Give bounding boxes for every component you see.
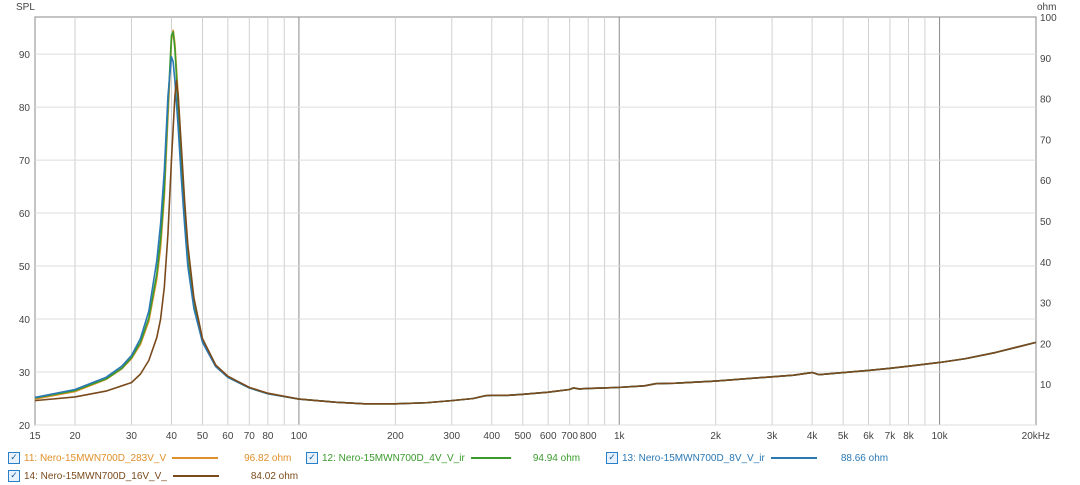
x-tick-label: 7k [885, 431, 897, 442]
y-tick-label: 60 [19, 209, 31, 220]
x-tick-label: 40 [166, 431, 178, 442]
y2-tick-label: 50 [1040, 217, 1052, 228]
y2-tick-label: 90 [1040, 54, 1052, 65]
legend-item-label: 12: Nero-15MWN700D_4V_V_ir [322, 452, 465, 464]
y-tick-label: 50 [19, 262, 31, 273]
y-tick-label: 40 [19, 315, 31, 326]
x-tick-label: 50 [197, 431, 209, 442]
x-tick-label: 100 [291, 431, 308, 442]
legend-item-13[interactable]: ✓ 13: Nero-15MWN700D_8V_V_ir 88.66 ohm [606, 450, 888, 466]
y-tick-label: 70 [19, 156, 31, 167]
x-tick-label: 6k [863, 431, 875, 442]
grid-lines [35, 17, 1036, 426]
x-tick-label: 60 [222, 431, 234, 442]
x-tick-label: 500 [514, 431, 531, 442]
x-tick-label: 3k [767, 431, 779, 442]
x-tick-label: 15 [29, 431, 41, 442]
y-tick-label: 20 [19, 421, 31, 432]
x-tick-label: 400 [483, 431, 500, 442]
y-tick-label: 90 [19, 50, 31, 61]
x-tick-label: 70 [244, 431, 256, 442]
x-tick-label: 20kHz [1022, 431, 1050, 442]
y2-tick-label: 80 [1040, 95, 1052, 106]
x-tick-label: 4k [807, 431, 819, 442]
y2-tick-label: 30 [1040, 299, 1052, 310]
y2-tick-label: 20 [1040, 339, 1052, 350]
legend-item-value: 96.82 ohm [244, 452, 292, 464]
y-tick-label: 80 [19, 103, 31, 114]
legend-line-swatch [172, 475, 219, 477]
legend-item-11[interactable]: ✓ 11: Nero-15MWN700D_283V_V 96.82 ohm [8, 450, 291, 466]
legend-item-label: 13: Nero-15MWN700D_8V_V_ir [622, 452, 765, 464]
checkbox-icon[interactable]: ✓ [606, 452, 618, 464]
y2-tick-label: 10 [1040, 380, 1052, 391]
x-tick-label: 800 [580, 431, 597, 442]
checkbox-icon[interactable]: ✓ [8, 470, 20, 482]
x-tick-label: 600 [540, 431, 557, 442]
legend: ✓ 11: Nero-15MWN700D_283V_V 96.82 ohm ✓ … [0, 447, 1080, 485]
x-tick-label: 300 [443, 431, 460, 442]
x-tick-label: 20 [69, 431, 81, 442]
plot-area[interactable] [34, 16, 1037, 426]
legend-item-14[interactable]: ✓ 14: Nero-15MWN700D_16V_V_ 84.02 ohm [8, 468, 298, 484]
y2-tick-label: 60 [1040, 176, 1052, 187]
x-tick-label: 200 [387, 431, 404, 442]
legend-item-value: 84.02 ohm [250, 470, 299, 482]
y-axis-label: SPL [16, 2, 35, 13]
series-line-14[interactable] [34, 79, 1037, 405]
x-tick-label: 700 [561, 431, 578, 442]
legend-item-label: 14: Nero-15MWN700D_16V_V_ [24, 470, 167, 482]
x-tick-label: 5k [838, 431, 850, 442]
x-tick-label: 10k [932, 431, 949, 442]
legend-item-label: 11: Nero-15MWN700D_283V_V [24, 452, 167, 464]
impedance-chart[interactable]: SPL ohm 15 20 30 40 50 60 70 80 100 200 300 400 500 6… [0, 0, 1080, 445]
checkbox-icon[interactable]: ✓ [306, 452, 318, 464]
legend-line-swatch [770, 457, 817, 459]
x-tick-label: 1k [614, 431, 626, 442]
y2-tick-label: 40 [1040, 258, 1052, 269]
x-tick-label: 30 [126, 431, 138, 442]
legend-item-12[interactable]: ✓ 12: Nero-15MWN700D_4V_V_ir 94.94 ohm [306, 450, 580, 466]
y2-tick-label: 100 [1040, 13, 1057, 24]
y-tick-label: 30 [19, 368, 31, 379]
legend-line-swatch [172, 457, 219, 459]
checkbox-icon[interactable]: ✓ [8, 452, 20, 464]
y2-axis-label: ohm [1037, 2, 1056, 13]
x-tick-label: 80 [262, 431, 274, 442]
series-lines [34, 29, 1037, 405]
legend-line-swatch [470, 457, 511, 459]
y2-tick-label: 70 [1040, 135, 1052, 146]
axes: 15 20 30 40 50 60 70 80 100 200 300 400 500 600 700 800… [19, 13, 1057, 442]
x-tick-label: 8k [903, 431, 915, 442]
legend-item-value: 88.66 ohm [840, 452, 889, 464]
x-tick-label: 2k [710, 431, 722, 442]
legend-item-value: 94.94 ohm [532, 452, 581, 464]
